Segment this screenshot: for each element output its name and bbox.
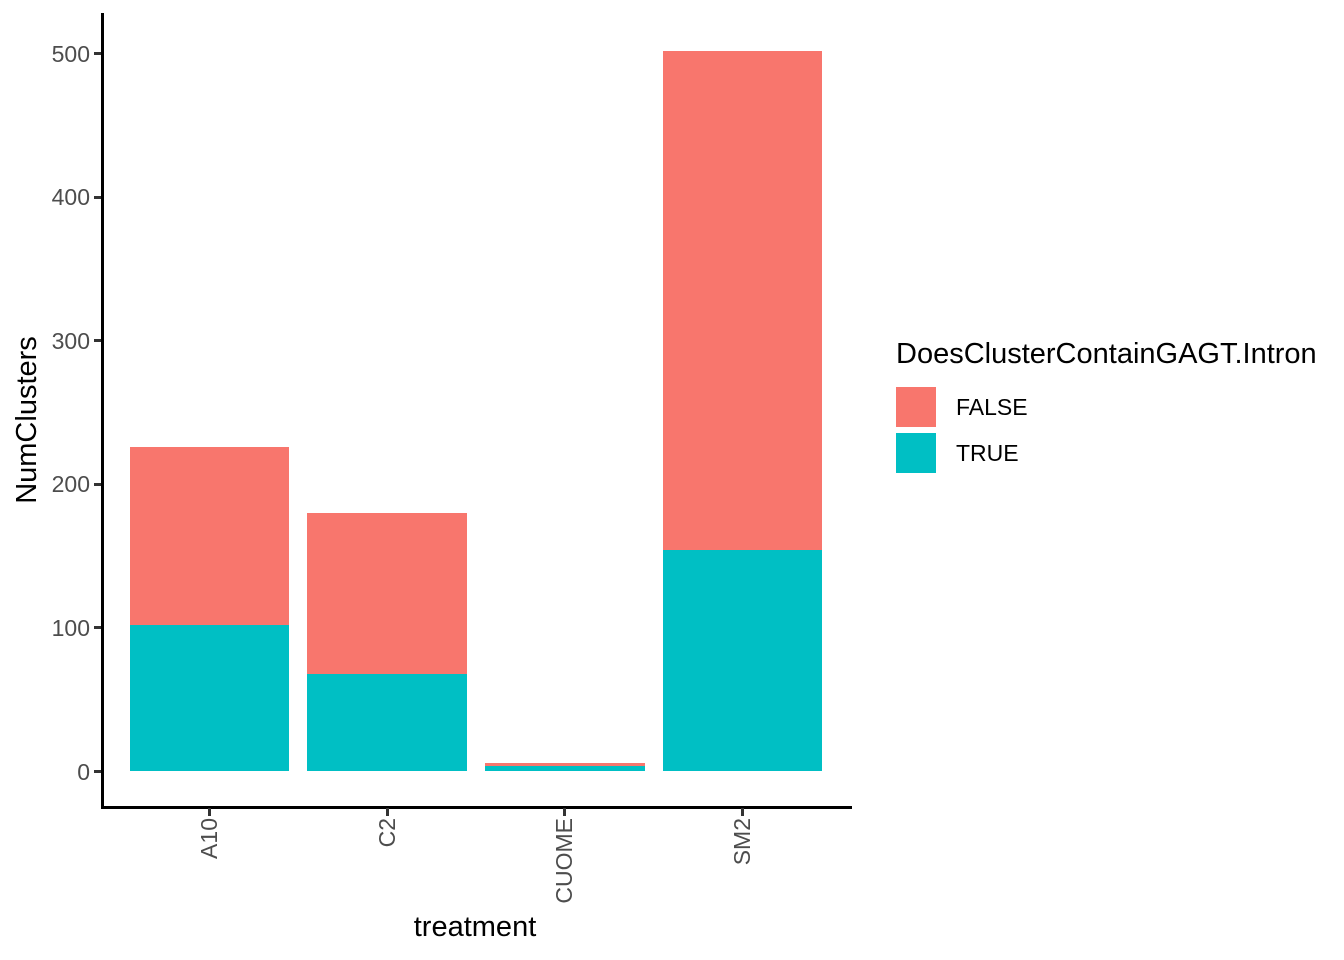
y-axis-tick <box>94 195 101 199</box>
x-tick-label-text: CUOME <box>551 818 578 904</box>
y-axis-tick <box>94 52 101 55</box>
x-axis-tick <box>740 808 744 816</box>
legend-label-true: TRUE <box>956 439 1019 466</box>
bar-segment-false-sm2 <box>662 50 823 551</box>
legend-item-true: TRUE <box>896 433 1317 473</box>
bar-segment-false-a10 <box>129 446 290 626</box>
plot-panel <box>101 13 852 809</box>
y-tick-label: 300 <box>51 327 90 354</box>
y-axis-tick <box>94 339 101 343</box>
y-tick-label: 200 <box>51 471 90 498</box>
y-tick-label: 400 <box>51 184 90 211</box>
y-axis-title: NumClusters <box>10 270 44 570</box>
x-tick-label: C2 <box>374 818 401 948</box>
legend-swatch-false <box>896 387 936 427</box>
x-tick-label: SM2 <box>729 818 756 948</box>
legend: DoesClusterContainGAGT.Intron FALSE TRUE <box>896 337 1317 479</box>
legend-item-false: FALSE <box>896 387 1317 427</box>
x-axis-tick <box>385 808 389 816</box>
x-axis-tick <box>208 808 212 816</box>
x-tick-label-text: C2 <box>373 818 400 848</box>
legend-label-false: FALSE <box>956 393 1028 420</box>
bar-segment-true-a10 <box>129 625 290 772</box>
bar-segment-false-cuome <box>484 762 645 766</box>
bar-segment-true-cuome <box>484 765 645 772</box>
x-tick-label-text: A10 <box>196 818 223 859</box>
x-tick-label: CUOME <box>551 818 578 948</box>
y-axis-tick <box>94 482 101 486</box>
y-tick-label: 100 <box>51 614 90 641</box>
legend-swatch-true <box>896 433 936 473</box>
bar-segment-false-c2 <box>307 513 468 674</box>
y-axis-tick <box>94 626 101 630</box>
y-axis-tick <box>94 770 101 773</box>
bar-segment-true-sm2 <box>662 550 823 772</box>
x-tick-label-text: SM2 <box>728 818 755 866</box>
y-tick-label: 0 <box>77 758 90 785</box>
legend-title: DoesClusterContainGAGT.Intron <box>896 338 1317 370</box>
x-tick-label: A10 <box>196 818 223 948</box>
x-axis-title: treatment <box>413 911 537 943</box>
y-tick-label: 500 <box>51 40 90 67</box>
bar-segment-true-c2 <box>307 673 468 772</box>
x-axis-tick <box>563 808 567 816</box>
